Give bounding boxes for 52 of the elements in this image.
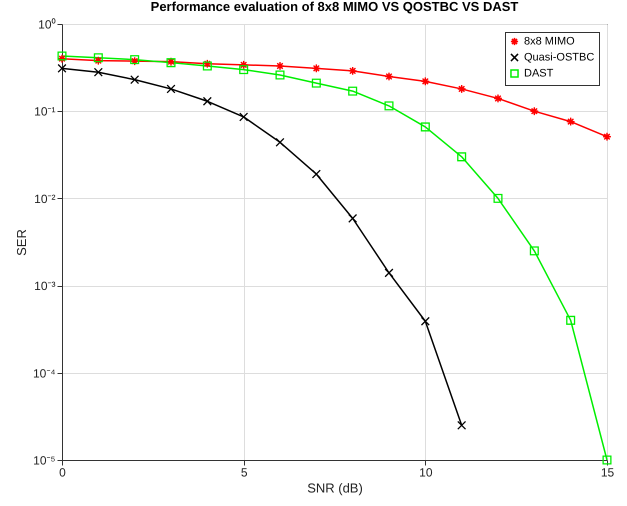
point [202,96,212,106]
y-tick-label: 10⁻⁴ [32,366,56,380]
point [457,420,466,430]
chart-title: Performance evaluation of 8x8 MIMO VS QOSTBC VS DAST [150,0,518,14]
point [94,53,103,62]
point [275,61,285,71]
y-tick-label: 10⁻³ [34,279,56,294]
point [384,101,394,110]
x-tick-label: 10 [419,466,433,480]
x-axis-title: SNR (dB) [307,480,363,496]
point [312,64,321,73]
point [130,75,140,84]
point [94,68,103,77]
point [348,66,358,76]
point [457,84,466,94]
point [57,51,67,60]
y-tick-label: 10⁰ [38,18,56,32]
point [420,122,430,132]
point [166,84,176,94]
point [566,316,576,325]
point [530,246,539,256]
y-axis-title: SER [14,229,29,256]
point [384,72,394,82]
point [493,94,503,103]
point [275,138,285,147]
point [312,78,321,88]
legend-label: Quasi-OSTBC [524,52,594,64]
point [457,152,466,162]
point [420,76,430,86]
point [384,268,394,278]
legend-label: DAST [524,68,554,80]
x-tick-label: 15 [600,466,614,480]
point [312,170,321,179]
y-tick-label: 10⁻⁵ [33,454,56,468]
point [239,65,248,74]
point [202,61,212,71]
point [530,106,539,116]
point [348,214,358,223]
legend-label: 8x8 MIMO [524,36,576,48]
point [57,64,67,73]
point [348,86,358,96]
point [57,54,67,64]
point [420,316,430,326]
x-tick-label: 5 [240,466,248,480]
y-tick-label: 10⁻¹ [34,104,56,119]
point [566,117,576,126]
point [602,132,612,142]
point [275,70,285,80]
y-tick-label: 10⁻² [34,192,56,206]
x-tick-label: 0 [59,466,66,480]
point [493,194,503,203]
point [239,112,248,122]
